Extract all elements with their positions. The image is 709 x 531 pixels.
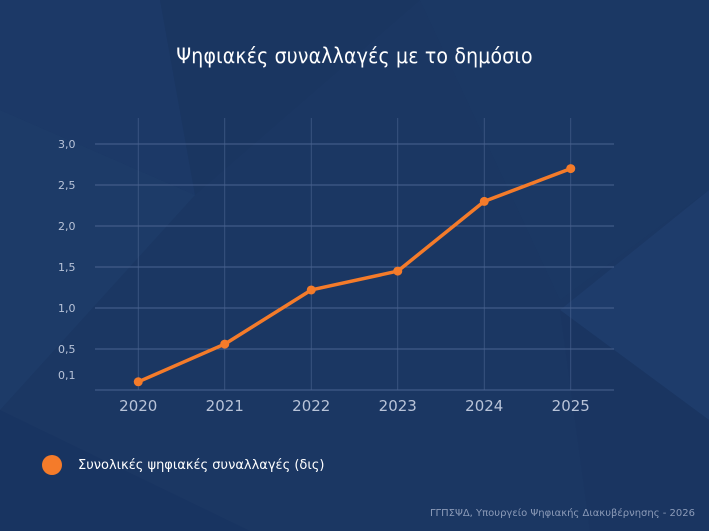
data-point bbox=[479, 196, 489, 206]
x-tick-label: 2020 bbox=[119, 397, 157, 415]
data-point bbox=[220, 339, 230, 349]
data-point bbox=[393, 266, 403, 276]
y-tick-label: 2,0 bbox=[58, 220, 76, 233]
source-footer: ΓΓΠΣΨΔ, Υπουργείο Ψηφιακής Διακυβέρνησης… bbox=[429, 508, 695, 519]
y-tick-label: 2,5 bbox=[58, 179, 76, 192]
legend-label: Συνολικές ψηφιακές συναλλαγές (δις) bbox=[78, 457, 325, 473]
x-tick-label: 2022 bbox=[292, 397, 330, 415]
y-tick-label: 0,5 bbox=[58, 343, 76, 356]
x-tick-label: 2023 bbox=[379, 397, 417, 415]
legend-marker-icon bbox=[42, 455, 62, 475]
data-point bbox=[306, 285, 316, 295]
legend: Συνολικές ψηφιακές συναλλαγές (δις) bbox=[42, 455, 324, 475]
x-tick-label: 2021 bbox=[206, 397, 244, 415]
x-tick-label: 2024 bbox=[465, 397, 503, 415]
x-tick-label: 2025 bbox=[552, 397, 590, 415]
chart-title: Ψηφιακές συναλλαγές με το δημόσιο bbox=[176, 44, 533, 68]
y-tick-label: 3,0 bbox=[58, 138, 76, 151]
y-tick-label: 0,1 bbox=[58, 369, 76, 382]
data-point bbox=[566, 164, 576, 174]
data-point bbox=[133, 377, 143, 387]
y-tick-label: 1,0 bbox=[58, 302, 76, 315]
data-line bbox=[136, 166, 573, 384]
y-tick-label: 1,5 bbox=[58, 261, 76, 274]
